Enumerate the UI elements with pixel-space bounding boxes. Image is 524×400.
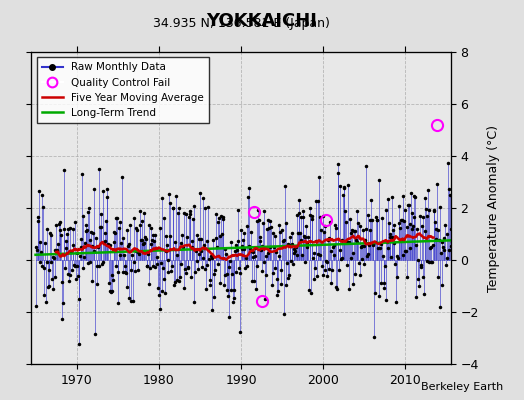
- Title: 34.935 N, 136.581 E (Japan): 34.935 N, 136.581 E (Japan): [152, 17, 330, 30]
- Text: YOKKAICHI: YOKKAICHI: [206, 12, 318, 30]
- Legend: Raw Monthly Data, Quality Control Fail, Five Year Moving Average, Long-Term Tren: Raw Monthly Data, Quality Control Fail, …: [37, 57, 209, 123]
- Y-axis label: Temperature Anomaly (°C): Temperature Anomaly (°C): [487, 124, 500, 292]
- Text: Berkeley Earth: Berkeley Earth: [421, 382, 503, 392]
